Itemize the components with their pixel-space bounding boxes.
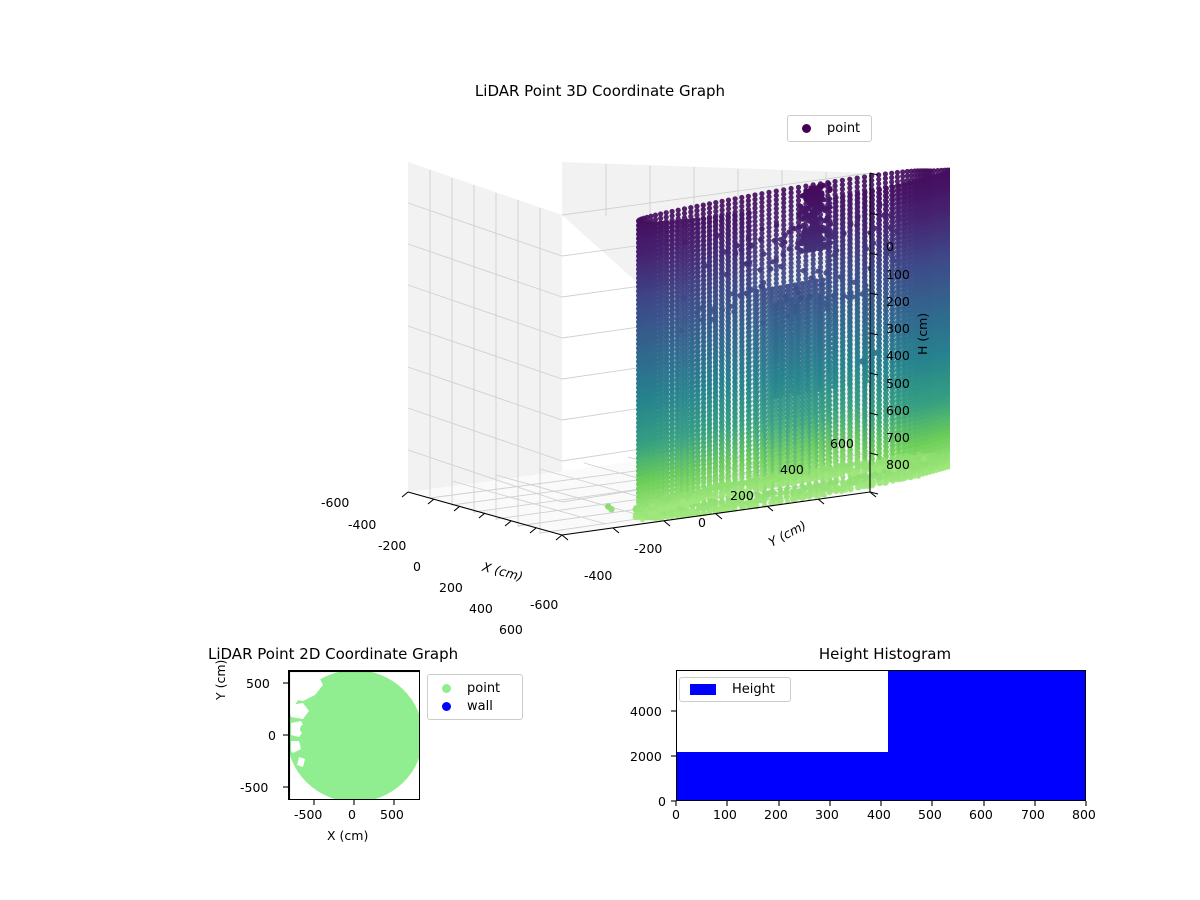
- plot3d-xtick-1: -400: [348, 517, 376, 532]
- histogram-xtick-3: 300: [815, 807, 839, 822]
- histogram-ytick-2: 4000: [630, 704, 662, 719]
- plot2d-xtick-0: -500: [294, 807, 322, 822]
- plot2d-ytick-2: -500: [240, 780, 268, 795]
- legend-item-height[interactable]: Height: [688, 682, 782, 697]
- plot3d-xtick-4: 200: [439, 580, 463, 595]
- plot2d-title: LiDAR Point 2D Coordinate Graph: [208, 645, 458, 663]
- matplotlib-figure: LiDAR Point 3D Coordinate Graph: [0, 0, 1200, 900]
- plot3d-ytick-2: -200: [634, 541, 662, 556]
- histogram-ytick-0: 0: [658, 794, 666, 809]
- histogram-xtick-1: 100: [713, 807, 737, 822]
- histogram-xtick-2: 200: [764, 807, 788, 822]
- legend-label-point: point: [467, 681, 500, 696]
- plot3d-ytick-5: 400: [780, 462, 804, 477]
- histogram-xtick-4: 400: [867, 807, 891, 822]
- histogram-xtick-5: 500: [918, 807, 942, 822]
- histogram-xtick-8: 800: [1072, 807, 1096, 822]
- point-marker-icon: [802, 124, 811, 133]
- plot3d-ztick-1: 100: [886, 267, 910, 282]
- plot3d-legend[interactable]: point: [787, 115, 872, 142]
- plot2d-ytick-1: 0: [268, 728, 276, 743]
- plot3d-ytick-3: 0: [698, 515, 706, 530]
- plot3d-ytick-6: 600: [830, 436, 854, 451]
- histogram-xtick-7: 700: [1021, 807, 1045, 822]
- plot3d-xtick-2: -200: [378, 538, 406, 553]
- histogram-xtick-6: 600: [969, 807, 993, 822]
- plot3d-ztick-3: 300: [886, 321, 910, 336]
- plot3d-ytick-4: 200: [730, 488, 754, 503]
- plot2d-yaxis-label: Y (cm): [213, 660, 228, 700]
- legend-label-wall: wall: [467, 699, 493, 714]
- plot2d-tickmarks: [278, 666, 430, 812]
- point-marker-icon: [442, 684, 451, 693]
- plot3d-ztick-4: 400: [886, 348, 910, 363]
- plot3d-ztick-2: 200: [886, 294, 910, 309]
- plot2d-xtick-2: 500: [380, 807, 404, 822]
- plot3d-zaxis-label: H (cm): [915, 313, 930, 355]
- plot3d-ytick-0: -600: [530, 597, 558, 612]
- legend-item-wall[interactable]: wall: [436, 697, 514, 715]
- plot3d-ztick-8: 800: [886, 457, 910, 472]
- wall-marker-icon: [442, 702, 451, 711]
- plot2d-xaxis-label: X (cm): [327, 828, 368, 843]
- histogram-legend[interactable]: Height: [679, 677, 791, 702]
- plot3d-ztick-0: 0: [886, 239, 894, 254]
- histogram-title: Height Histogram: [650, 645, 1120, 663]
- legend-label-point: point: [827, 121, 860, 136]
- plot3d-axes[interactable]: -600 -400 -200 0 200 400 600 X (cm) -600…: [330, 140, 950, 640]
- plot3d-xtick-6: 600: [499, 622, 523, 637]
- plot3d-ytick-1: -400: [584, 568, 612, 583]
- legend-label-height: Height: [732, 682, 775, 697]
- plot2d-legend[interactable]: point wall: [427, 674, 523, 720]
- histogram-ytick-1: 2000: [630, 749, 662, 764]
- plot3d-xtick-3: 0: [413, 559, 421, 574]
- plot3d-xtick-5: 400: [469, 601, 493, 616]
- plot3d-canvas: [330, 140, 950, 640]
- plot3d-ztick-6: 600: [886, 403, 910, 418]
- plot3d-title: LiDAR Point 3D Coordinate Graph: [0, 82, 1200, 100]
- histogram-xtick-0: 0: [672, 807, 680, 822]
- height-swatch-icon: [690, 684, 716, 695]
- plot3d-ztick-7: 700: [886, 430, 910, 445]
- plot2d-ytick-0: 500: [246, 676, 270, 691]
- legend-item-point[interactable]: point: [796, 120, 863, 137]
- plot3d-xtick-0: -600: [321, 495, 349, 510]
- plot2d-xtick-1: 0: [348, 807, 356, 822]
- plot3d-ztick-5: 500: [886, 376, 910, 391]
- legend-item-point[interactable]: point: [436, 679, 514, 697]
